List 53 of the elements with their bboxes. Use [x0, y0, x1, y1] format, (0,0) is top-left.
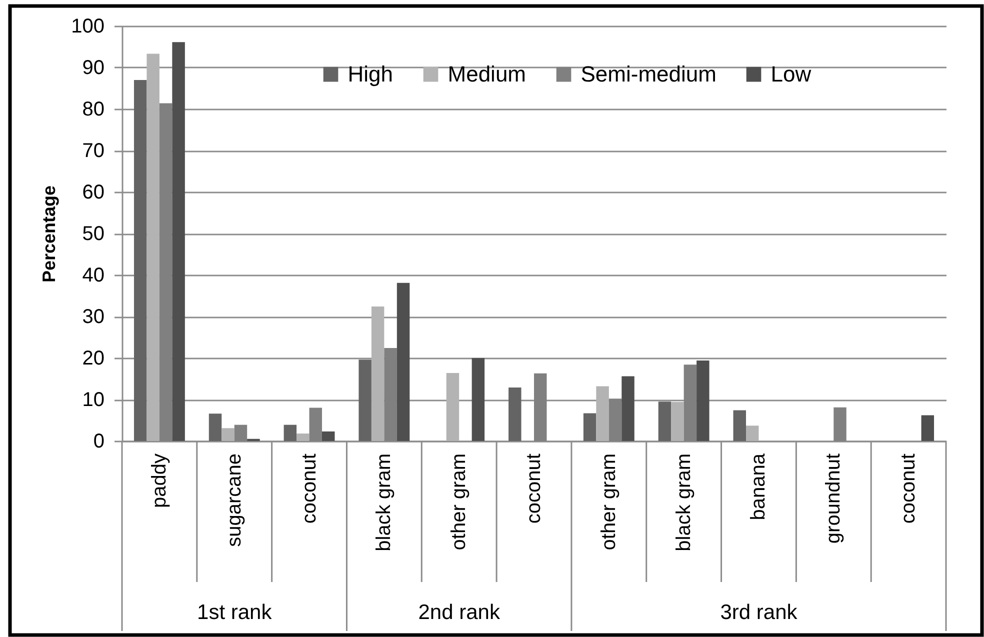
y-tick-label: 70 [82, 140, 104, 162]
bar [671, 402, 684, 441]
y-tick-label: 100 [71, 16, 104, 38]
bar [696, 360, 710, 441]
x-tick-label: black gram [373, 454, 396, 552]
bar [746, 426, 759, 441]
bar [583, 413, 596, 441]
y-tick-label: 60 [82, 182, 104, 204]
x-tick-label: coconut [898, 453, 920, 524]
legend-label: High [348, 61, 394, 86]
bar [172, 42, 185, 441]
bar [658, 402, 672, 441]
bar [446, 372, 460, 441]
y-tick-label: 80 [82, 98, 104, 120]
legend-label: Semi-medium [580, 61, 716, 86]
y-tick-label: 30 [82, 306, 104, 328]
y-tick-label: 0 [93, 430, 104, 452]
bar [508, 387, 522, 441]
x-tick-label: other gram [448, 454, 470, 550]
legend-label: Medium [448, 61, 526, 86]
x-tick-label: black gram [672, 454, 695, 552]
bar [322, 431, 335, 441]
x-tick-label: sugarcane [223, 454, 246, 547]
bar [222, 428, 234, 441]
bar [146, 54, 160, 441]
bar [284, 424, 297, 441]
y-tick-label: 20 [82, 348, 104, 370]
y-tick-label: 90 [82, 57, 104, 79]
x-tick-label: coconut [523, 453, 545, 524]
bar [396, 282, 410, 441]
text: 1st rank [197, 601, 272, 624]
bar [358, 360, 372, 441]
bar [921, 415, 934, 441]
bar [622, 376, 634, 441]
y-tick-label: 40 [82, 264, 104, 286]
bar [733, 410, 746, 441]
x-tick-label: groundnut [822, 453, 845, 544]
text: 3rd rank [720, 601, 798, 624]
bar [134, 80, 147, 441]
x-tick-label: banana [748, 452, 770, 520]
bar [296, 434, 310, 441]
bar [472, 358, 485, 441]
x-tick-label: paddy [148, 454, 170, 508]
y-tick-label: 50 [82, 223, 104, 245]
bar [596, 386, 609, 441]
y-tick-label: 10 [82, 389, 104, 411]
y-axis-title: Percentage [39, 185, 60, 283]
text: 2nd rank [418, 601, 500, 624]
x-tick-label: coconut [298, 453, 320, 524]
bar [208, 414, 222, 441]
legend-label: Low [770, 61, 812, 86]
x-tick-label: other gram [598, 454, 620, 550]
bar [371, 306, 384, 441]
